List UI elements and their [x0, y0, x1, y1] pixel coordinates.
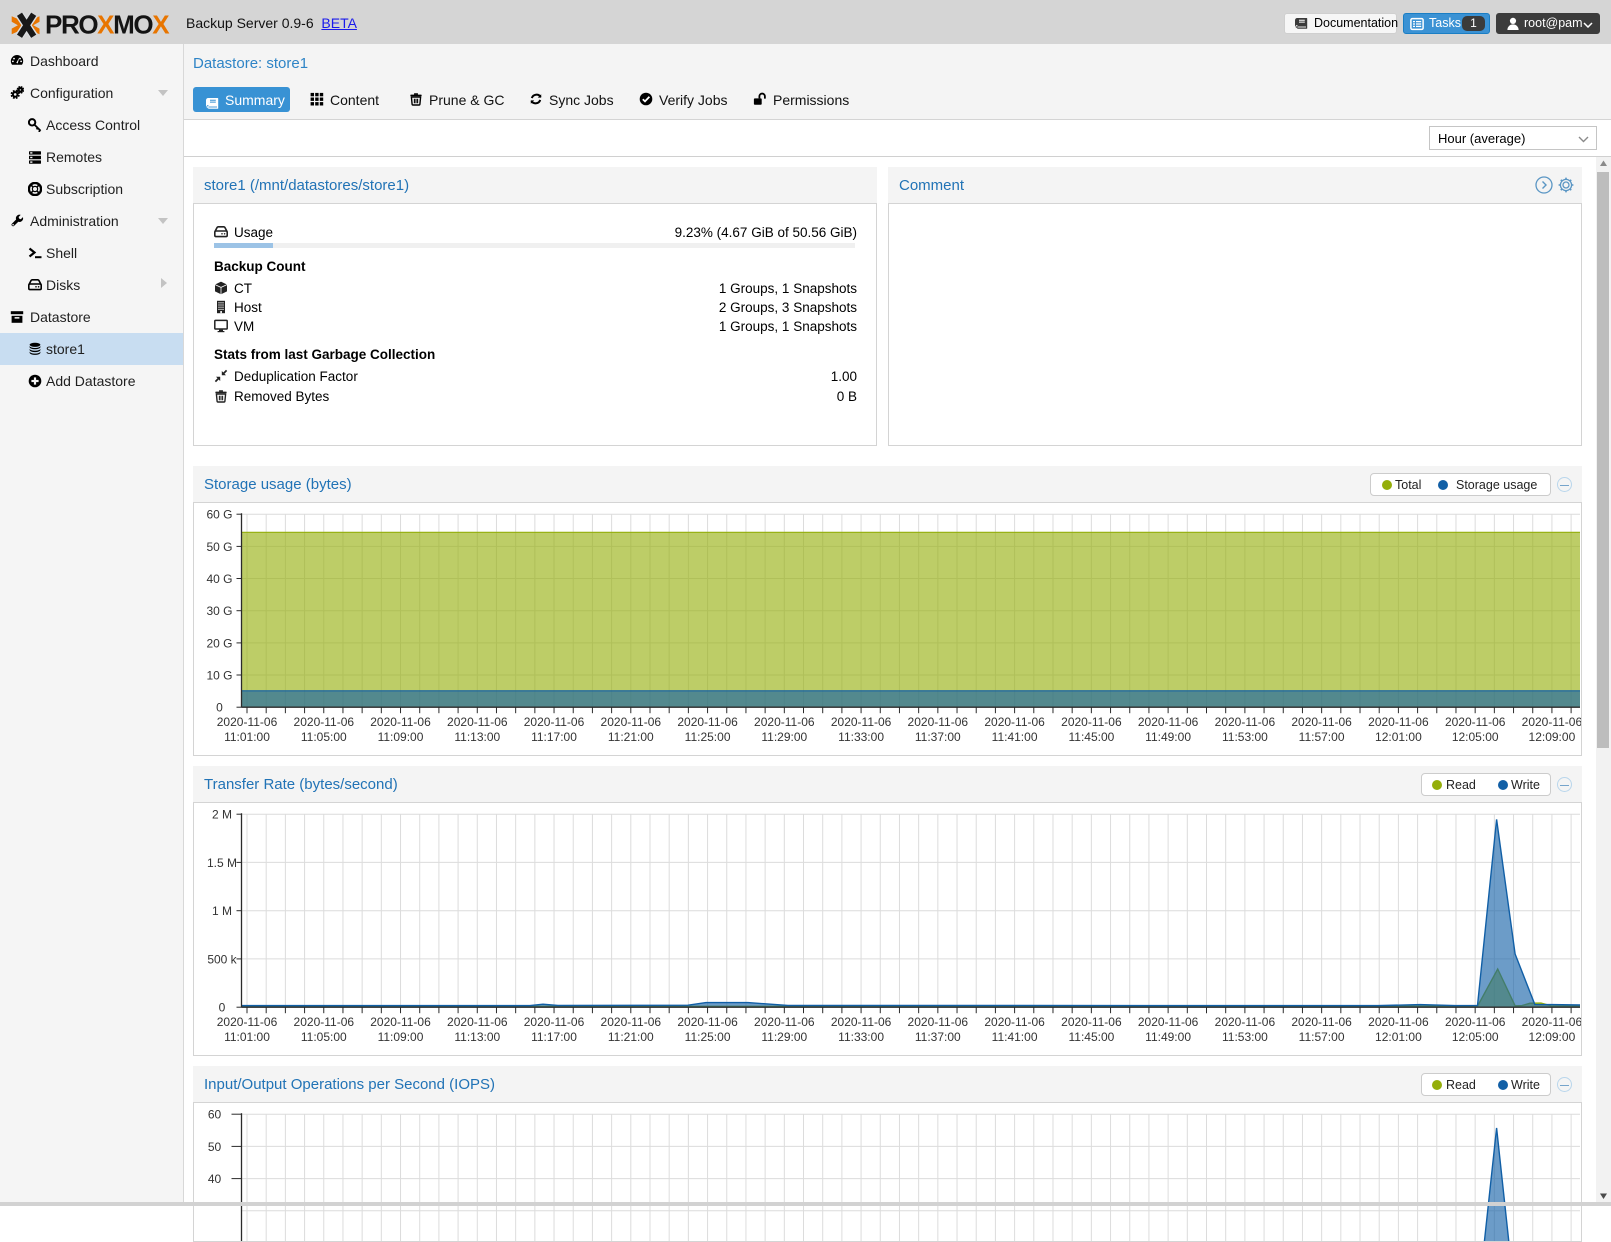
svg-text:12:09:00: 12:09:00	[1529, 730, 1576, 744]
svg-text:2020-11-06: 2020-11-06	[1215, 715, 1276, 729]
svg-text:11:37:00: 11:37:00	[915, 730, 961, 744]
svg-text:60: 60	[208, 1108, 222, 1122]
svg-text:2020-11-06: 2020-11-06	[524, 715, 585, 729]
svg-text:2 M: 2 M	[212, 808, 232, 822]
svg-text:11:13:00: 11:13:00	[454, 730, 500, 744]
svg-text:2020-11-06: 2020-11-06	[294, 715, 355, 729]
svg-text:11:17:00: 11:17:00	[531, 730, 577, 744]
svg-text:2020-11-06: 2020-11-06	[370, 715, 431, 729]
svg-text:11:45:00: 11:45:00	[1068, 730, 1114, 744]
svg-text:2020-11-06: 2020-11-06	[447, 715, 508, 729]
svg-text:11:57:00: 11:57:00	[1299, 730, 1345, 744]
svg-text:11:33:00: 11:33:00	[838, 730, 884, 744]
svg-text:11:29:00: 11:29:00	[761, 730, 807, 744]
svg-text:2020-11-06: 2020-11-06	[1061, 1015, 1122, 1029]
svg-text:2020-11-06: 2020-11-06	[908, 1015, 969, 1029]
svg-text:11:25:00: 11:25:00	[685, 1030, 731, 1044]
svg-text:12:09:00: 12:09:00	[1529, 1030, 1576, 1044]
svg-text:2020-11-06: 2020-11-06	[524, 1015, 585, 1029]
svg-text:2020-11-06: 2020-11-06	[601, 715, 662, 729]
svg-text:0: 0	[219, 1001, 226, 1015]
svg-text:2020-11-06: 2020-11-06	[831, 715, 892, 729]
svg-text:2020-11-06: 2020-11-06	[754, 715, 815, 729]
svg-text:2020-11-06: 2020-11-06	[677, 1015, 738, 1029]
svg-text:500 k: 500 k	[207, 952, 237, 966]
svg-text:2020-11-06: 2020-11-06	[984, 1015, 1045, 1029]
svg-text:11:33:00: 11:33:00	[838, 1030, 884, 1044]
svg-text:40: 40	[208, 1172, 222, 1186]
svg-text:2020-11-06: 2020-11-06	[1138, 715, 1199, 729]
svg-text:2020-11-06: 2020-11-06	[1368, 715, 1429, 729]
svg-text:11:01:00: 11:01:00	[224, 1030, 270, 1044]
svg-text:11:05:00: 11:05:00	[301, 730, 347, 744]
svg-text:0: 0	[216, 701, 223, 715]
svg-text:2020-11-06: 2020-11-06	[677, 715, 738, 729]
svg-text:11:01:00: 11:01:00	[224, 730, 270, 744]
svg-text:11:29:00: 11:29:00	[761, 1030, 807, 1044]
svg-text:2020-11-06: 2020-11-06	[1522, 715, 1581, 729]
svg-text:11:45:00: 11:45:00	[1068, 1030, 1114, 1044]
svg-text:2020-11-06: 2020-11-06	[1291, 1015, 1352, 1029]
svg-text:2020-11-06: 2020-11-06	[1215, 1015, 1276, 1029]
svg-text:2020-11-06: 2020-11-06	[831, 1015, 892, 1029]
svg-text:11:21:00: 11:21:00	[608, 730, 654, 744]
svg-text:10 G: 10 G	[206, 669, 232, 683]
svg-text:2020-11-06: 2020-11-06	[908, 715, 969, 729]
svg-text:11:53:00: 11:53:00	[1222, 730, 1268, 744]
svg-text:2020-11-06: 2020-11-06	[217, 715, 278, 729]
svg-text:2020-11-06: 2020-11-06	[754, 1015, 815, 1029]
svg-text:2020-11-06: 2020-11-06	[370, 1015, 431, 1029]
svg-text:2020-11-06: 2020-11-06	[1138, 1015, 1199, 1029]
svg-text:12:05:00: 12:05:00	[1452, 730, 1499, 744]
svg-text:11:41:00: 11:41:00	[992, 1030, 1038, 1044]
svg-text:2020-11-06: 2020-11-06	[1368, 1015, 1429, 1029]
svg-text:50: 50	[208, 1140, 222, 1154]
svg-text:2020-11-06: 2020-11-06	[1061, 715, 1122, 729]
svg-text:11:49:00: 11:49:00	[1145, 730, 1191, 744]
svg-text:12:01:00: 12:01:00	[1375, 730, 1422, 744]
svg-text:2020-11-06: 2020-11-06	[217, 1015, 278, 1029]
svg-text:11:13:00: 11:13:00	[454, 1030, 500, 1044]
svg-text:30 G: 30 G	[206, 604, 232, 618]
svg-text:50 G: 50 G	[206, 540, 232, 554]
svg-text:12:01:00: 12:01:00	[1375, 1030, 1422, 1044]
svg-text:11:49:00: 11:49:00	[1145, 1030, 1191, 1044]
svg-text:2020-11-06: 2020-11-06	[1445, 1015, 1506, 1029]
svg-text:12:05:00: 12:05:00	[1452, 1030, 1499, 1044]
svg-text:2020-11-06: 2020-11-06	[294, 1015, 355, 1029]
svg-text:2020-11-06: 2020-11-06	[984, 715, 1045, 729]
svg-text:11:17:00: 11:17:00	[531, 1030, 577, 1044]
svg-text:2020-11-06: 2020-11-06	[601, 1015, 662, 1029]
svg-text:11:21:00: 11:21:00	[608, 1030, 654, 1044]
svg-text:11:37:00: 11:37:00	[915, 1030, 961, 1044]
svg-text:40 G: 40 G	[206, 572, 232, 586]
svg-text:11:53:00: 11:53:00	[1222, 1030, 1268, 1044]
svg-text:2020-11-06: 2020-11-06	[1445, 715, 1506, 729]
svg-text:11:09:00: 11:09:00	[378, 1030, 424, 1044]
svg-text:20 G: 20 G	[206, 636, 232, 650]
svg-text:11:41:00: 11:41:00	[992, 730, 1038, 744]
svg-text:11:25:00: 11:25:00	[685, 730, 731, 744]
svg-text:60 G: 60 G	[206, 508, 232, 522]
svg-text:2020-11-06: 2020-11-06	[1522, 1015, 1581, 1029]
svg-text:2020-11-06: 2020-11-06	[447, 1015, 508, 1029]
svg-text:11:05:00: 11:05:00	[301, 1030, 347, 1044]
svg-text:11:57:00: 11:57:00	[1299, 1030, 1345, 1044]
svg-text:1.5 M: 1.5 M	[207, 856, 237, 870]
svg-text:PROXMOX: PROXMOX	[45, 10, 170, 40]
svg-text:11:09:00: 11:09:00	[378, 730, 424, 744]
svg-text:1 M: 1 M	[212, 904, 232, 918]
svg-text:2020-11-06: 2020-11-06	[1291, 715, 1352, 729]
